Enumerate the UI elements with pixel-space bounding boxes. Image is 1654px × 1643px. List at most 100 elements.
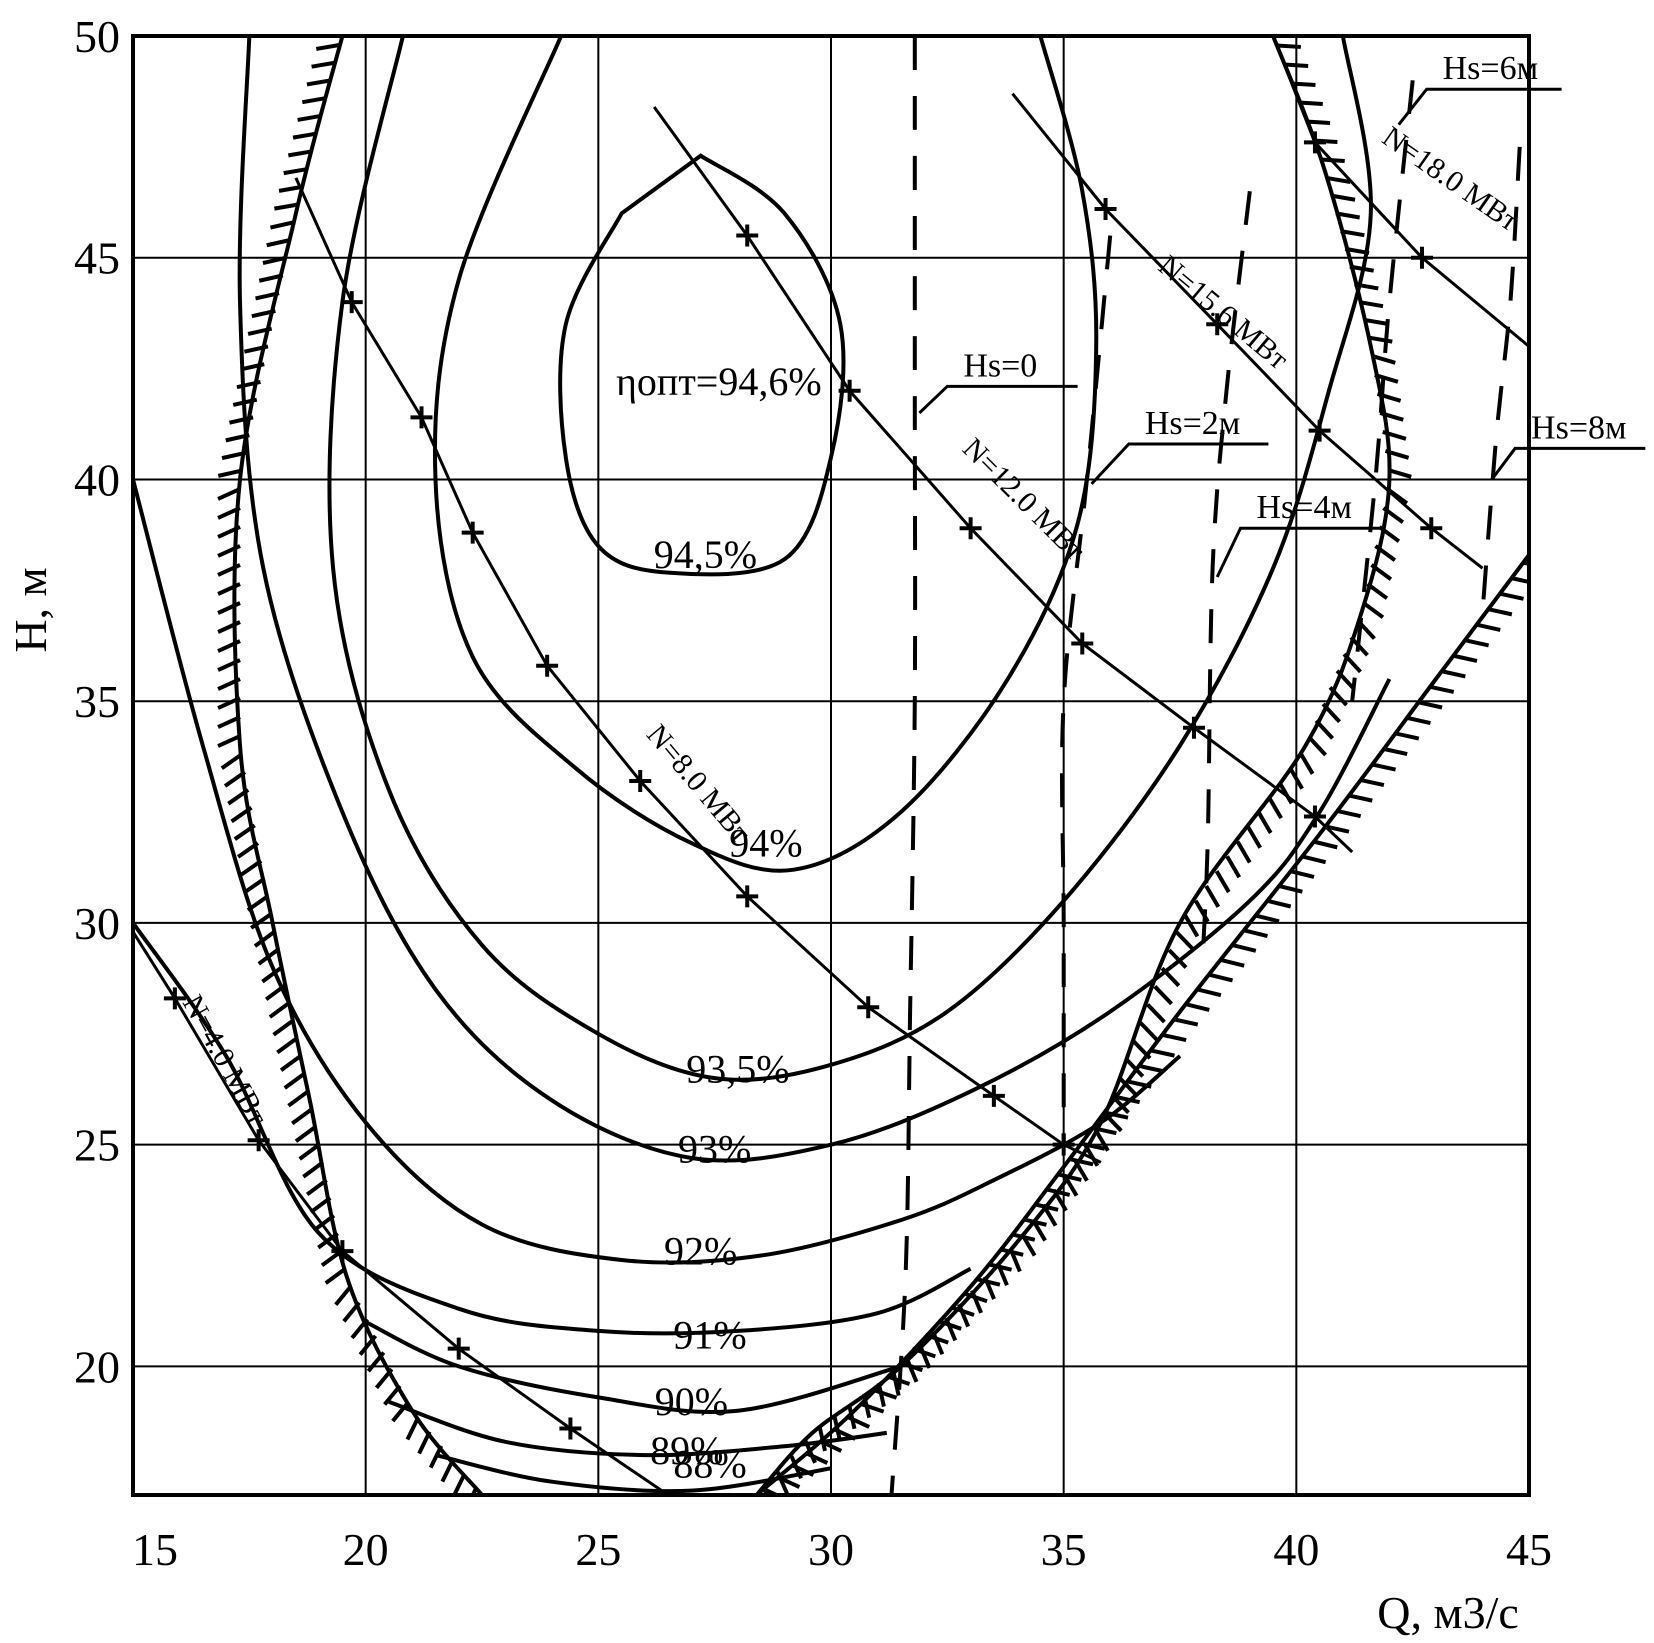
hatch-mark	[1335, 669, 1355, 690]
efficiency-contour	[364, 1320, 902, 1415]
hatch-mark	[283, 1072, 306, 1090]
hatch-mark	[217, 468, 243, 478]
hs-label: Hs=8м	[1531, 409, 1626, 446]
hatch-mark	[305, 1178, 328, 1197]
efficiency-contour	[558, 153, 846, 577]
hatch-mark	[1183, 914, 1200, 938]
power-line	[652, 106, 1354, 854]
hatch-mark	[950, 1305, 975, 1317]
power-marker	[461, 521, 484, 544]
efficiency-label: 93,5%	[686, 1047, 789, 1092]
hatch-mark	[1340, 229, 1365, 238]
hatch-mark	[957, 1303, 971, 1328]
hatch-mark	[1418, 700, 1443, 710]
hatch-mark	[846, 1414, 871, 1429]
hatch-mark	[374, 1367, 394, 1390]
hatch-mark	[251, 308, 276, 319]
power-marker	[1303, 131, 1326, 154]
hatch-mark	[1204, 884, 1221, 908]
x-tick-label: 40	[1273, 1524, 1319, 1575]
hatch-mark	[1342, 652, 1362, 674]
hatch-mark	[297, 113, 322, 122]
hatch-mark	[860, 1401, 885, 1414]
hs-label: Hs=6м	[1443, 50, 1538, 87]
hatch-mark	[911, 1346, 936, 1359]
efficiency-label: 88%	[673, 1441, 746, 1486]
hatch-mark	[1103, 1110, 1129, 1120]
hatch-mark	[1214, 870, 1231, 894]
hatch-mark	[762, 1487, 782, 1495]
x-tick-label: 45	[1506, 1524, 1552, 1575]
hatch-mark	[1374, 544, 1397, 562]
power-marker	[1410, 246, 1433, 269]
hatch-mark	[1348, 793, 1373, 803]
hatch-mark	[221, 450, 247, 461]
hatch-mark	[243, 344, 269, 354]
power-marker	[331, 1240, 354, 1263]
cavitation-line	[1201, 190, 1252, 946]
hs-leader-line	[1490, 446, 1646, 481]
hatch-mark	[1235, 840, 1252, 864]
efficiency-contour	[133, 921, 972, 1336]
hatch-mark	[1022, 1217, 1047, 1227]
power-marker	[163, 987, 186, 1010]
hatch-mark	[240, 362, 265, 372]
efficiency-label: 92%	[664, 1228, 737, 1273]
hatch-mark	[240, 859, 263, 877]
hatch-mark	[1225, 855, 1242, 879]
hatch-mark	[1335, 211, 1361, 220]
hatch-mark	[1266, 898, 1292, 909]
hatch-mark	[1283, 62, 1309, 68]
hatch-mark	[924, 1332, 949, 1345]
hatch-mark	[1167, 948, 1188, 969]
hatch-mark	[470, 1487, 478, 1495]
hatch-mark	[1382, 430, 1407, 441]
power-marker	[1182, 716, 1205, 739]
hatch-mark	[255, 291, 280, 301]
hatch-mark	[1246, 825, 1262, 849]
hatch-mark	[258, 273, 284, 283]
hatch-mark	[283, 167, 308, 176]
efficiency-label: 94%	[729, 820, 802, 865]
hatch-mark	[291, 1107, 313, 1126]
power-marker	[1206, 313, 1229, 336]
hs-label: Hs=2м	[1145, 405, 1240, 442]
hatch-mark	[918, 1344, 932, 1369]
hatch-mark	[1208, 972, 1234, 983]
hatch-mark	[1326, 175, 1351, 184]
hatch-mark	[1487, 607, 1513, 617]
hatch-mark	[905, 1358, 919, 1383]
hatch-mark	[1368, 335, 1393, 344]
hatch-mark	[1371, 762, 1396, 772]
hatch-mark	[292, 131, 318, 140]
hatch-mark	[262, 255, 287, 265]
hatch-mark	[217, 582, 241, 596]
hatch-mark	[1220, 957, 1245, 968]
hatch-mark	[301, 96, 327, 105]
hatch-mark	[233, 823, 256, 841]
x-tick-label: 20	[343, 1524, 389, 1575]
hs-leader-line	[1215, 526, 1385, 578]
hatch-mark	[366, 1351, 386, 1373]
efficiency-contour	[327, 36, 1373, 1082]
hatch-mark	[1359, 777, 1385, 788]
hatch-mark	[1301, 854, 1327, 865]
hatch-mark	[217, 506, 241, 520]
hatch-mark	[1379, 411, 1404, 422]
hatch-mark	[1010, 1232, 1036, 1242]
hatch-mark	[1358, 300, 1384, 309]
hatch-mark	[452, 1473, 467, 1495]
hatch-mark	[1452, 653, 1478, 663]
power-marker	[1303, 805, 1326, 828]
cavitation-line	[1059, 235, 1113, 1145]
power-marker	[1420, 517, 1443, 540]
power-marker	[410, 406, 433, 429]
hatch-mark	[999, 1247, 1024, 1257]
y-tick-label: 30	[74, 898, 120, 949]
hatch-mark	[1314, 719, 1334, 740]
power-marker	[447, 1337, 470, 1360]
hatch-mark	[1298, 751, 1315, 775]
hatch-mark	[315, 42, 341, 51]
power-marker	[857, 996, 880, 1019]
hatch-mark	[350, 1318, 369, 1340]
